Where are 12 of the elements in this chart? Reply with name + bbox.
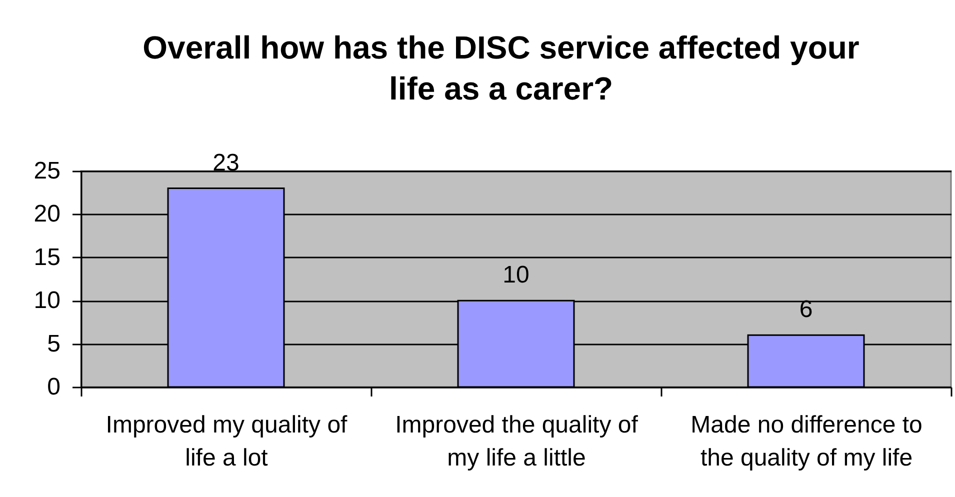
y-tick-label: 5 bbox=[47, 330, 60, 358]
x-tick-label: Improved my quality of life a lot bbox=[106, 412, 348, 472]
y-tick-label: 0 bbox=[47, 374, 60, 400]
data-label: 23 bbox=[212, 149, 240, 176]
y-tick-label: 10 bbox=[34, 287, 60, 314]
data-label: 10 bbox=[502, 262, 530, 289]
y-tick-label: 15 bbox=[34, 244, 60, 271]
y-tick-label: 25 bbox=[34, 158, 60, 184]
y-tick-label: 20 bbox=[34, 200, 60, 228]
x-tick-label: Made no difference to the quality of my life bbox=[690, 412, 922, 472]
x-tick-label: Improved the quality of my life a little bbox=[395, 412, 638, 472]
chart-title: Overall how has the DISC service affected your life as a carer? bbox=[142, 29, 860, 106]
